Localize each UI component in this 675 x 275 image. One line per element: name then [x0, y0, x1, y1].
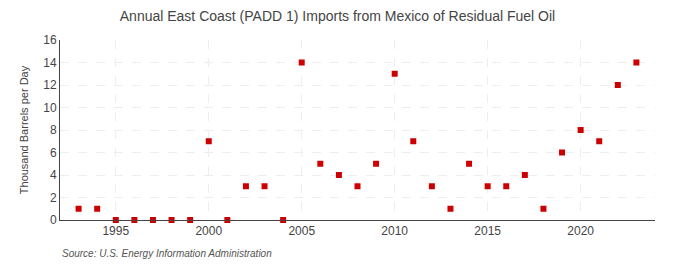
- svg-text:2015: 2015: [474, 224, 501, 238]
- svg-text:2020: 2020: [567, 224, 594, 238]
- svg-text:6: 6: [50, 146, 57, 160]
- svg-text:16: 16: [43, 33, 57, 47]
- svg-text:Annual East Coast (PADD 1) Imp: Annual East Coast (PADD 1) Imports from …: [120, 8, 555, 24]
- svg-text:Source: U.S. Energy Informatio: Source: U.S. Energy Information Administ…: [62, 248, 272, 259]
- svg-text:8: 8: [50, 123, 57, 137]
- svg-text:12: 12: [43, 78, 57, 92]
- svg-text:10: 10: [43, 101, 57, 115]
- svg-text:2: 2: [50, 191, 57, 205]
- svg-text:Thousand Barrels per Day: Thousand Barrels per Day: [18, 65, 30, 194]
- svg-text:2005: 2005: [288, 224, 315, 238]
- svg-text:1995: 1995: [102, 224, 129, 238]
- svg-text:14: 14: [43, 56, 57, 70]
- svg-text:2010: 2010: [381, 224, 408, 238]
- svg-text:2000: 2000: [195, 224, 222, 238]
- svg-text:0: 0: [50, 213, 57, 227]
- svg-text:4: 4: [50, 168, 57, 182]
